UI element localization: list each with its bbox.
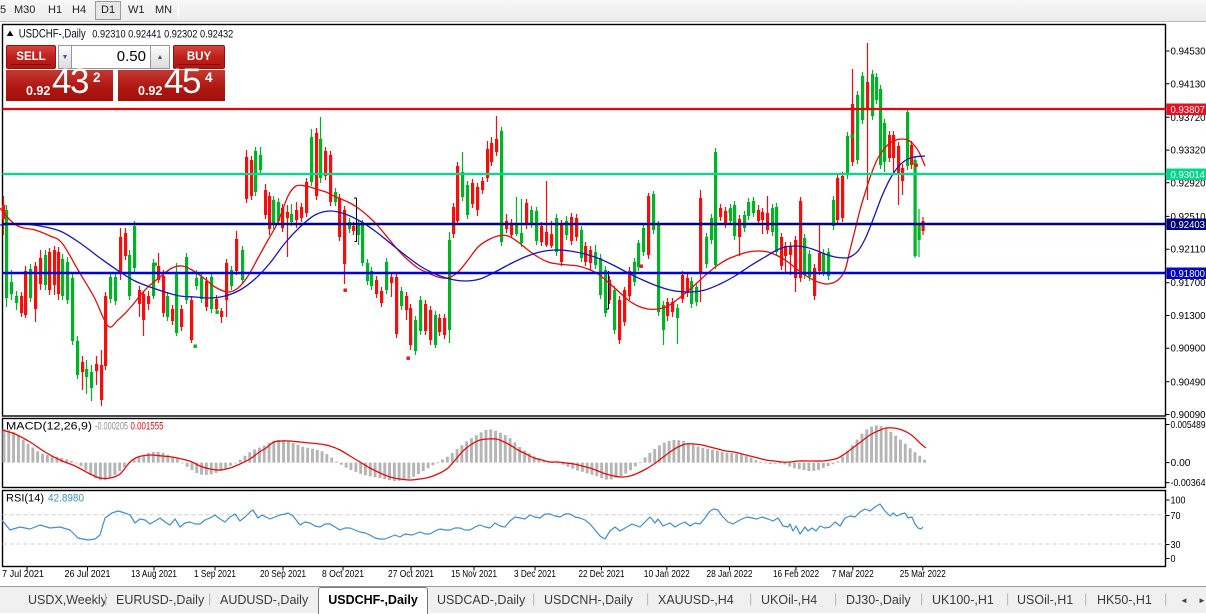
svg-text:8 Oct 2021: 8 Oct 2021 — [322, 569, 364, 580]
svg-text:7 Mar 2022: 7 Mar 2022 — [832, 569, 874, 580]
svg-text:-0.00364: -0.00364 — [1171, 478, 1206, 489]
svg-text:16 Feb 2022: 16 Feb 2022 — [773, 569, 819, 580]
svg-text:26 Jul 2021: 26 Jul 2021 — [65, 569, 111, 580]
svg-text:20 Sep 2021: 20 Sep 2021 — [260, 569, 306, 580]
svg-text:0.92403: 0.92403 — [1171, 220, 1206, 231]
svg-text:28 Jan 2022: 28 Jan 2022 — [707, 569, 753, 580]
svg-text:0.91300: 0.91300 — [1171, 311, 1206, 322]
svg-text:USDCHF-,Daily: USDCHF-,Daily — [19, 27, 87, 41]
svg-text:0.00: 0.00 — [1171, 458, 1191, 469]
svg-text:0.93320: 0.93320 — [1171, 146, 1206, 157]
svg-text:3 Dec 2021: 3 Dec 2021 — [514, 569, 556, 580]
svg-text:0.90900: 0.90900 — [1171, 344, 1206, 355]
svg-text:0.94130: 0.94130 — [1171, 79, 1206, 90]
svg-text:25 Mar 2022: 25 Mar 2022 — [900, 569, 946, 580]
svg-text:10 Jan 2022: 10 Jan 2022 — [644, 569, 690, 580]
svg-text:0.93807: 0.93807 — [1171, 105, 1206, 116]
svg-text:1 Sep 2021: 1 Sep 2021 — [194, 569, 236, 580]
svg-text:0.94530: 0.94530 — [1171, 47, 1206, 58]
svg-text:70: 70 — [1171, 511, 1181, 522]
svg-text:0.90490: 0.90490 — [1171, 377, 1206, 388]
svg-text:100: 100 — [1171, 496, 1186, 507]
svg-text:0.91800: 0.91800 — [1171, 269, 1206, 280]
svg-text:0.91700: 0.91700 — [1171, 278, 1206, 289]
svg-text:MACD(12,26,9): MACD(12,26,9) — [6, 421, 92, 433]
svg-text:13 Aug 2021: 13 Aug 2021 — [131, 569, 177, 580]
svg-text:0.93014: 0.93014 — [1171, 170, 1206, 181]
svg-text:7 Jul 2021: 7 Jul 2021 — [2, 569, 44, 580]
svg-text:22 Dec 2021: 22 Dec 2021 — [579, 569, 625, 580]
svg-text:27 Oct 2021: 27 Oct 2021 — [388, 569, 434, 580]
svg-text:-0.000205: -0.000205 — [95, 421, 128, 433]
svg-text:0: 0 — [1171, 554, 1176, 565]
svg-text:15 Nov 2021: 15 Nov 2021 — [451, 569, 497, 580]
svg-text:0.92110: 0.92110 — [1171, 245, 1206, 256]
svg-text:RSI(14): RSI(14) — [6, 493, 44, 505]
svg-text:0.92310 0.92441 0.92302 0.9243: 0.92310 0.92441 0.92302 0.92432 — [92, 29, 233, 41]
svg-text:42.8980: 42.8980 — [48, 493, 84, 505]
svg-text:30: 30 — [1171, 540, 1181, 551]
svg-text:0.005489: 0.005489 — [1171, 420, 1206, 431]
svg-text:0.001555: 0.001555 — [131, 421, 164, 433]
